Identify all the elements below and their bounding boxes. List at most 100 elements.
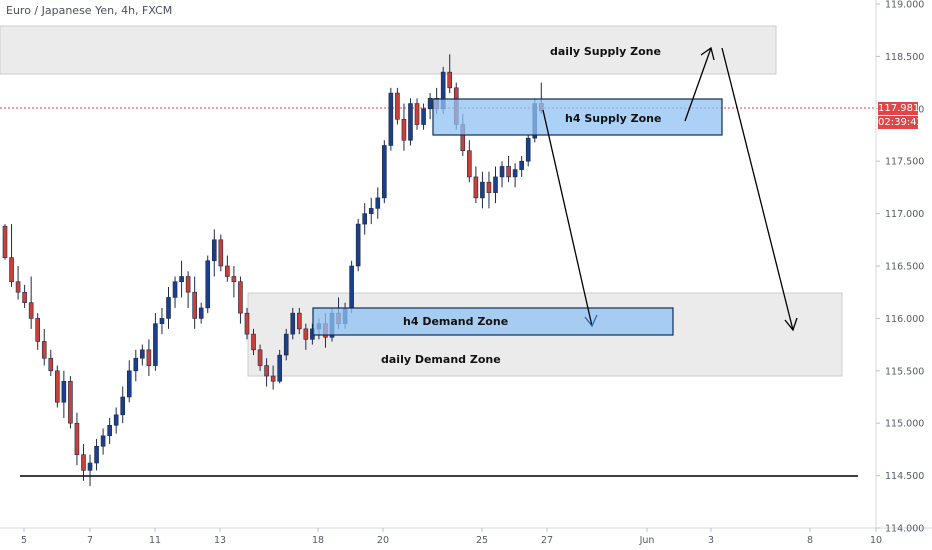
candle[interactable]	[277, 349, 282, 384]
candle[interactable]	[113, 407, 119, 434]
candle[interactable]	[473, 166, 479, 204]
price-tick-label: 119.000	[885, 0, 924, 11]
candle[interactable]	[493, 166, 498, 204]
candle[interactable]	[153, 313, 158, 371]
candle[interactable]	[421, 103, 426, 130]
candle[interactable]	[22, 284, 27, 308]
candle[interactable]	[120, 386, 126, 424]
candle[interactable]	[172, 276, 178, 308]
h4-demand-label: h4 Demand Zone	[403, 315, 509, 328]
candle[interactable]	[467, 140, 472, 183]
candle[interactable]	[179, 260, 184, 298]
candle-body	[257, 349, 263, 366]
candle[interactable]	[499, 161, 505, 188]
candle[interactable]	[41, 328, 47, 366]
candle[interactable]	[35, 313, 41, 350]
candle[interactable]	[290, 307, 296, 340]
candle[interactable]	[519, 155, 524, 177]
candle[interactable]	[257, 344, 263, 371]
candle[interactable]	[55, 365, 60, 408]
candle[interactable]	[185, 271, 191, 308]
candle[interactable]	[355, 218, 361, 272]
candle-body	[473, 176, 479, 199]
price-tick-label: 116.000	[885, 314, 924, 325]
candle[interactable]	[401, 103, 407, 151]
candle-body	[198, 307, 204, 319]
candle[interactable]	[146, 339, 152, 377]
time-tick-label: 27	[541, 535, 553, 546]
h4-demand-zone[interactable]	[312, 307, 674, 336]
arrow-daily-supply-to-demand[interactable]	[721, 47, 794, 331]
candle-body	[421, 108, 426, 125]
candle[interactable]	[395, 87, 400, 125]
candle[interactable]	[205, 255, 211, 314]
candle[interactable]	[126, 360, 132, 403]
h4-supply-zone[interactable]	[432, 98, 723, 136]
candle[interactable]	[283, 328, 289, 361]
candle[interactable]	[525, 135, 531, 167]
candle[interactable]	[264, 358, 269, 387]
candle[interactable]	[166, 286, 171, 329]
candle-body	[382, 145, 387, 199]
symbol-title: Euro / Japanese Yen, 4h, FXCM	[6, 4, 173, 17]
candle-body	[172, 281, 178, 298]
candle[interactable]	[362, 203, 368, 235]
price-axis[interactable]: 119.000118.500118.000117.500117.000116.5…	[876, 0, 924, 535]
candle[interactable]	[512, 163, 518, 188]
candle[interactable]	[211, 229, 217, 277]
candle-body	[81, 454, 86, 471]
candle[interactable]	[349, 260, 354, 314]
candle[interactable]	[251, 328, 256, 356]
candle[interactable]	[107, 417, 112, 445]
candle[interactable]	[368, 197, 374, 225]
candle[interactable]	[486, 171, 492, 209]
candle[interactable]	[382, 140, 387, 204]
candle[interactable]	[303, 323, 309, 350]
arrow-h4-supply-to-daily-supply[interactable]	[684, 47, 712, 122]
candle-body	[512, 169, 518, 178]
candle-body	[185, 276, 191, 293]
candle[interactable]	[296, 307, 302, 335]
candle[interactable]	[159, 307, 165, 335]
candle[interactable]	[414, 98, 420, 130]
candle[interactable]	[81, 444, 86, 481]
price-tick-label: 115.500	[885, 366, 924, 377]
candle[interactable]	[225, 255, 230, 282]
candle[interactable]	[480, 171, 485, 209]
candle[interactable]	[270, 365, 276, 390]
candle[interactable]	[94, 438, 99, 471]
arrow-h4-supply-to-h4-demand[interactable]	[542, 109, 593, 327]
candle[interactable]	[244, 307, 250, 340]
candle[interactable]	[427, 93, 433, 120]
candle[interactable]	[388, 87, 394, 151]
candle[interactable]	[447, 54, 453, 94]
candle-body	[506, 166, 511, 178]
candle[interactable]	[15, 266, 21, 300]
candle[interactable]	[231, 266, 237, 298]
candle[interactable]	[100, 428, 106, 455]
candle[interactable]	[375, 187, 381, 219]
time-tick-label: 11	[149, 535, 161, 546]
candle[interactable]	[198, 302, 204, 324]
candle[interactable]	[408, 98, 413, 146]
time-axis[interactable]: 5 7 11 13 18 20 25 27 Jun 3 8 10	[21, 528, 882, 546]
bar-countdown-badge: 02:39:42	[878, 116, 923, 129]
candle[interactable]	[218, 234, 224, 272]
candle[interactable]	[68, 376, 73, 429]
candle[interactable]	[140, 344, 145, 366]
candle[interactable]	[48, 349, 54, 377]
candle[interactable]	[133, 349, 139, 382]
candle[interactable]	[61, 370, 67, 418]
candle[interactable]	[87, 454, 93, 487]
candle-body	[15, 281, 21, 293]
candle[interactable]	[506, 155, 511, 183]
candle[interactable]	[28, 276, 34, 329]
current-price-badge: 117.981	[878, 102, 920, 115]
candle[interactable]	[238, 276, 243, 324]
candle-body	[303, 328, 309, 340]
candle[interactable]	[2, 224, 8, 260]
candle[interactable]	[192, 276, 197, 329]
candle[interactable]	[74, 412, 80, 466]
candle[interactable]	[9, 224, 14, 287]
